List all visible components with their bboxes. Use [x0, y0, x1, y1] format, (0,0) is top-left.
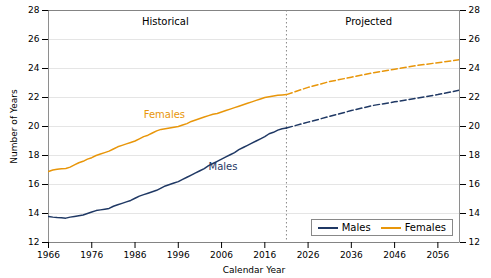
svg-text:Calendar Year: Calendar Year	[223, 265, 286, 275]
svg-text:2016: 2016	[253, 250, 276, 260]
html-text:Males: Males	[341, 222, 371, 233]
svg-text:12: 12	[28, 237, 39, 247]
svg-text:18: 18	[469, 150, 481, 160]
svg-text:1976: 1976	[80, 250, 103, 260]
svg-text:Historical: Historical	[142, 16, 189, 27]
svg-text:16: 16	[469, 179, 481, 189]
svg-text:24: 24	[469, 63, 481, 73]
svg-text:Males: Males	[209, 161, 238, 172]
svg-text:Projected: Projected	[345, 16, 392, 27]
svg-text:12: 12	[469, 237, 480, 247]
svg-text:18: 18	[28, 150, 40, 160]
svg-text:2006: 2006	[210, 250, 233, 260]
svg-text:2036: 2036	[340, 250, 363, 260]
svg-text:22: 22	[28, 92, 39, 102]
svg-text:26: 26	[469, 34, 481, 44]
svg-text:1986: 1986	[124, 250, 147, 260]
svg-text:20: 20	[28, 121, 40, 131]
svg-text:20: 20	[469, 121, 481, 131]
svg-text:2026: 2026	[297, 250, 320, 260]
svg-text:16: 16	[28, 179, 40, 189]
svg-text:26: 26	[28, 34, 40, 44]
svg-text:1966: 1966	[37, 250, 60, 260]
svg-text:14: 14	[469, 208, 481, 218]
svg-text:22: 22	[469, 92, 480, 102]
svg-text:24: 24	[28, 63, 40, 73]
svg-text:Females: Females	[144, 109, 185, 120]
svg-text:28: 28	[28, 5, 40, 15]
svg-text:28: 28	[469, 5, 481, 15]
svg-text:14: 14	[28, 208, 40, 218]
svg-text:Number of Years: Number of Years	[9, 89, 19, 164]
svg-text:1996: 1996	[167, 250, 190, 260]
svg-text:2046: 2046	[383, 250, 406, 260]
svg-text:2056: 2056	[426, 250, 449, 260]
html-text:Females: Females	[404, 222, 446, 233]
